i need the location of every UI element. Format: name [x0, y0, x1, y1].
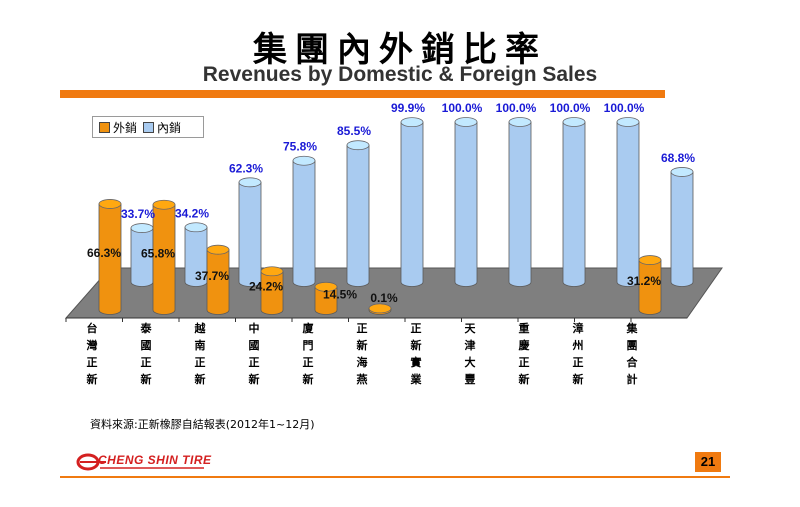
legend-swatch-domestic [143, 121, 155, 133]
sales-ratio-chart: 33.7% 66.3% 34.2% 65.8% 62.3% 37.7% 75.8% 24.2%… [64, 101, 723, 386]
foreign-value-label: 37.7% [195, 269, 229, 283]
domestic-bar [400, 117, 424, 287]
category-label: 泰國正新 [140, 321, 153, 386]
footer-divider [60, 476, 730, 478]
source-note: 資料來源:正新橡膠自結報表(2012年1~12月) [90, 418, 315, 431]
category-label: 集團合計 [626, 321, 639, 386]
category-label: 天津大豐 [465, 322, 477, 386]
page-subtitle: Revenues by Domestic & Foreign Sales [202, 63, 598, 86]
chart-legend: 外銷 內銷 [92, 116, 204, 138]
foreign-value-label: 24.2% [249, 280, 283, 294]
foreign-bar [314, 281, 338, 315]
foreign-value-label: 31.2% [627, 274, 661, 288]
company-logo [76, 453, 204, 471]
foreign-value-label: 14.5% [323, 287, 357, 301]
domestic-value-label: 34.2% [175, 206, 209, 220]
domestic-bar [562, 117, 586, 287]
logo-wordmark: CHENG SHIN TIRE [98, 453, 212, 467]
domestic-bar [508, 117, 532, 287]
foreign-bar [368, 303, 392, 315]
category-label: 中國正新 [249, 321, 260, 386]
foreign-bar [206, 244, 230, 315]
foreign-value-label: 66.3% [87, 246, 121, 260]
foreign-bar [98, 199, 122, 315]
domestic-value-label: 100.0% [496, 101, 537, 115]
foreign-value-label: 0.1% [370, 291, 398, 305]
domestic-value-label: 100.0% [604, 101, 645, 115]
legend-swatch-foreign [99, 121, 110, 133]
page-title: 集團內外銷比率 [253, 30, 547, 70]
category-label: 廈門正新 [303, 321, 314, 386]
domestic-value-label: 68.8% [661, 151, 695, 165]
category-label: 正新海燕 [357, 322, 368, 386]
domestic-bar [670, 167, 694, 287]
domestic-value-label: 75.8% [283, 140, 317, 154]
foreign-value-label: 65.8% [141, 246, 175, 260]
domestic-value-label: 99.9% [391, 101, 425, 115]
domestic-value-label: 100.0% [550, 101, 591, 115]
domestic-bar [184, 222, 208, 287]
category-label: 漳州正新 [572, 321, 584, 386]
domestic-value-label: 62.3% [229, 161, 263, 175]
domestic-value-label: 85.5% [337, 124, 371, 138]
domestic-bar [616, 117, 640, 287]
foreign-bar [152, 199, 176, 315]
foreign-bar [260, 266, 284, 315]
domestic-value-label: 33.7% [121, 207, 155, 221]
page-number: 21 [695, 452, 721, 472]
domestic-bar [238, 177, 262, 287]
legend-label-foreign: 外銷 [113, 120, 138, 135]
domestic-bar [292, 155, 316, 287]
legend-label-domestic: 內銷 [157, 120, 182, 135]
domestic-bar [346, 140, 370, 287]
domestic-value-label: 100.0% [442, 101, 483, 115]
category-label: 越南正新 [194, 321, 207, 386]
category-label: 正新實業 [410, 322, 423, 386]
category-label: 重慶正新 [519, 321, 530, 386]
category-label: 台灣正新 [87, 321, 98, 386]
foreign-bar [638, 255, 662, 315]
title-divider [60, 90, 665, 98]
domestic-bar [454, 117, 478, 287]
